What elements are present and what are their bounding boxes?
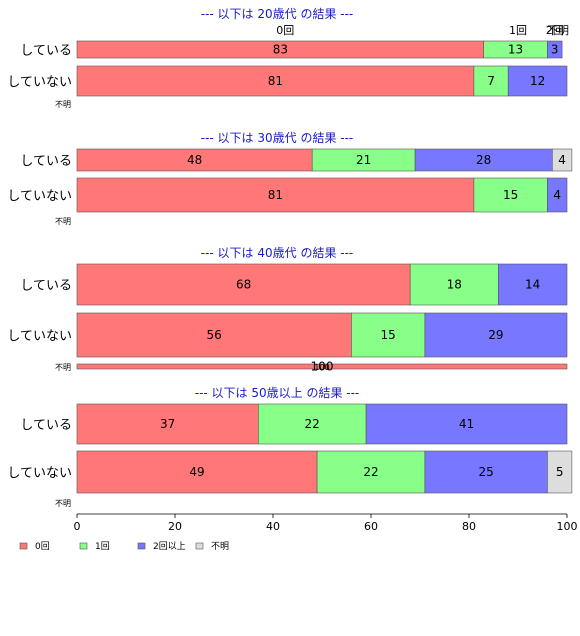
bar-segment — [551, 148, 573, 172]
panel-title: --- 以下は 30歳代 の結果 --- — [201, 131, 354, 145]
legend-label: 2回以上 — [153, 541, 186, 552]
data-label: 12 — [530, 74, 545, 88]
bar-segment — [76, 177, 475, 213]
row-label: していない — [7, 189, 72, 204]
x-tick-label: 40 — [266, 520, 280, 533]
bar-segment — [76, 403, 259, 445]
panel-title: --- 以下は 40歳代 の結果 --- — [201, 246, 354, 260]
data-label: 22 — [305, 417, 320, 431]
row-label: していない — [7, 329, 72, 344]
panel-title: --- 以下は 20歳代 の結果 --- — [201, 7, 354, 21]
panel-title: --- 以下は 50歳以上 の結果 --- — [195, 386, 360, 400]
row-label: 不明 — [55, 363, 71, 372]
legend-label: 0回 — [35, 541, 50, 552]
data-label: 29 — [488, 328, 503, 342]
bar-segment — [76, 363, 568, 370]
legend-swatch — [137, 542, 146, 550]
row-label: している — [20, 279, 72, 294]
x-tick-label: 60 — [364, 520, 378, 533]
legend-swatch — [195, 542, 204, 550]
row-label: していない — [7, 75, 72, 90]
row-label: している — [20, 418, 72, 433]
data-label: 14 — [525, 278, 540, 292]
data-label: 3 — [551, 43, 559, 57]
row-label: していない — [7, 466, 72, 481]
bar-segment — [498, 263, 568, 306]
data-label: 81 — [268, 74, 283, 88]
data-label: 41 — [459, 417, 474, 431]
top-category-label: 2回 — [546, 24, 564, 37]
bar-segment — [473, 65, 509, 97]
data-label: 100 — [311, 360, 334, 374]
data-label: 48 — [187, 153, 202, 167]
data-label: 81 — [268, 188, 283, 202]
data-label: 49 — [189, 465, 204, 479]
data-label: 5 — [556, 465, 564, 479]
top-category-label: 1回 — [509, 24, 527, 37]
data-label: 100 — [314, 363, 329, 372]
bar-segment — [547, 40, 563, 59]
top-category-label: 不明 — [547, 24, 569, 37]
data-label: 25 — [479, 465, 494, 479]
data-label: 15 — [381, 328, 396, 342]
bar-segment — [547, 450, 573, 494]
legend-swatch — [79, 542, 88, 550]
bar-segment — [257, 403, 367, 445]
data-label: 56 — [207, 328, 222, 342]
data-label: 13 — [508, 43, 523, 57]
bar-segment — [409, 263, 499, 306]
row-label: 不明 — [55, 100, 71, 109]
data-label: 22 — [363, 465, 378, 479]
bar-segment — [76, 450, 318, 494]
x-tick-label: 20 — [168, 520, 182, 533]
top-category-label: 0回 — [276, 24, 294, 37]
data-label: 4 — [558, 153, 566, 167]
bar-segment — [365, 403, 568, 445]
data-label: 28 — [476, 153, 491, 167]
bar-segment — [424, 312, 568, 358]
data-label: 18 — [447, 278, 462, 292]
x-tick-label: 0 — [74, 520, 81, 533]
data-label: 83 — [273, 43, 288, 57]
bar-segment — [76, 263, 411, 306]
legend-swatch — [19, 542, 28, 550]
legend-label: 不明 — [211, 541, 229, 552]
data-label: 15 — [503, 188, 518, 202]
bar-segment — [424, 450, 548, 494]
data-label: 7 — [487, 74, 495, 88]
data-label: 37 — [160, 417, 175, 431]
bar-segment — [316, 450, 426, 494]
row-label: 不明 — [55, 499, 71, 508]
x-tick-label: 100 — [557, 520, 578, 533]
data-label: 68 — [236, 278, 251, 292]
bar-segment — [473, 177, 548, 213]
row-label: している — [20, 44, 72, 59]
bar-segment — [76, 65, 475, 97]
bar-segment — [507, 65, 568, 97]
legend-label: 1回 — [95, 541, 110, 552]
row-label: 不明 — [55, 217, 71, 226]
bar-segment — [76, 312, 352, 358]
data-label: 21 — [356, 153, 371, 167]
row-label: している — [20, 154, 72, 169]
data-label: 4 — [553, 188, 561, 202]
x-tick-label: 80 — [462, 520, 476, 533]
bar-segment — [547, 177, 568, 213]
